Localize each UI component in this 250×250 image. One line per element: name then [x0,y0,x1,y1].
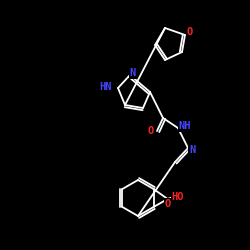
Text: HO: HO [172,192,184,202]
Text: NH: NH [179,121,191,131]
Text: N: N [189,145,195,155]
Text: N: N [130,68,136,78]
Text: HN: HN [100,82,112,92]
Text: O: O [187,27,193,37]
Text: O: O [164,199,171,209]
Text: O: O [148,126,154,136]
